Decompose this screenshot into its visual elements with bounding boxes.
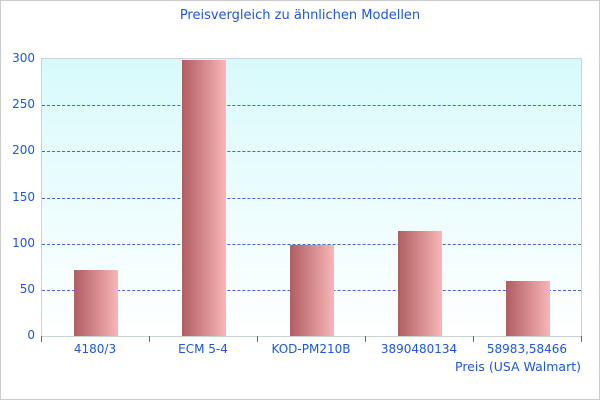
- bar-KOD-PM210B: [290, 244, 334, 336]
- y-tick-label-200: 200: [12, 143, 35, 158]
- x-axis-tick: [41, 336, 42, 342]
- chart-title: Preisvergleich zu ähnlichen Modellen: [179, 8, 421, 23]
- gridline-250: [42, 105, 581, 107]
- gridline-200: [42, 151, 581, 153]
- x-axis-tick: [257, 336, 258, 342]
- y-tick-label-150: 150: [12, 189, 35, 204]
- x-axis-tick: [365, 336, 366, 342]
- x-category-label-4180/3: 4180/3: [73, 342, 117, 356]
- bar-4180/3: [74, 269, 118, 336]
- y-tick-label-50: 50: [19, 281, 35, 296]
- y-tick-label-0: 0: [27, 328, 35, 342]
- plot-area: [41, 58, 582, 337]
- x-category-label-ECM 5-4: ECM 5-4: [178, 342, 228, 356]
- x-axis-tick: [473, 336, 474, 342]
- x-axis-tick: [149, 336, 150, 342]
- x-category-label-KOD-PM210B: KOD-PM210B: [271, 342, 351, 356]
- x-axis-title: Preis (USA Walmart): [455, 359, 581, 374]
- y-tick-label-300: 300: [12, 51, 35, 65]
- x-category-label-3890480134: 3890480134: [380, 342, 458, 356]
- x-category-label-58983,58466: 58983,58466: [486, 342, 568, 356]
- gridline-100: [42, 243, 581, 245]
- bar-58983,58466: [506, 280, 550, 336]
- y-tick-label-100: 100: [12, 235, 35, 250]
- bar-ECM 5-4: [182, 59, 226, 336]
- bar-3890480134: [398, 230, 442, 336]
- x-axis-tick: [581, 336, 582, 342]
- gridline-150: [42, 197, 581, 199]
- y-tick-label-250: 250: [12, 97, 35, 112]
